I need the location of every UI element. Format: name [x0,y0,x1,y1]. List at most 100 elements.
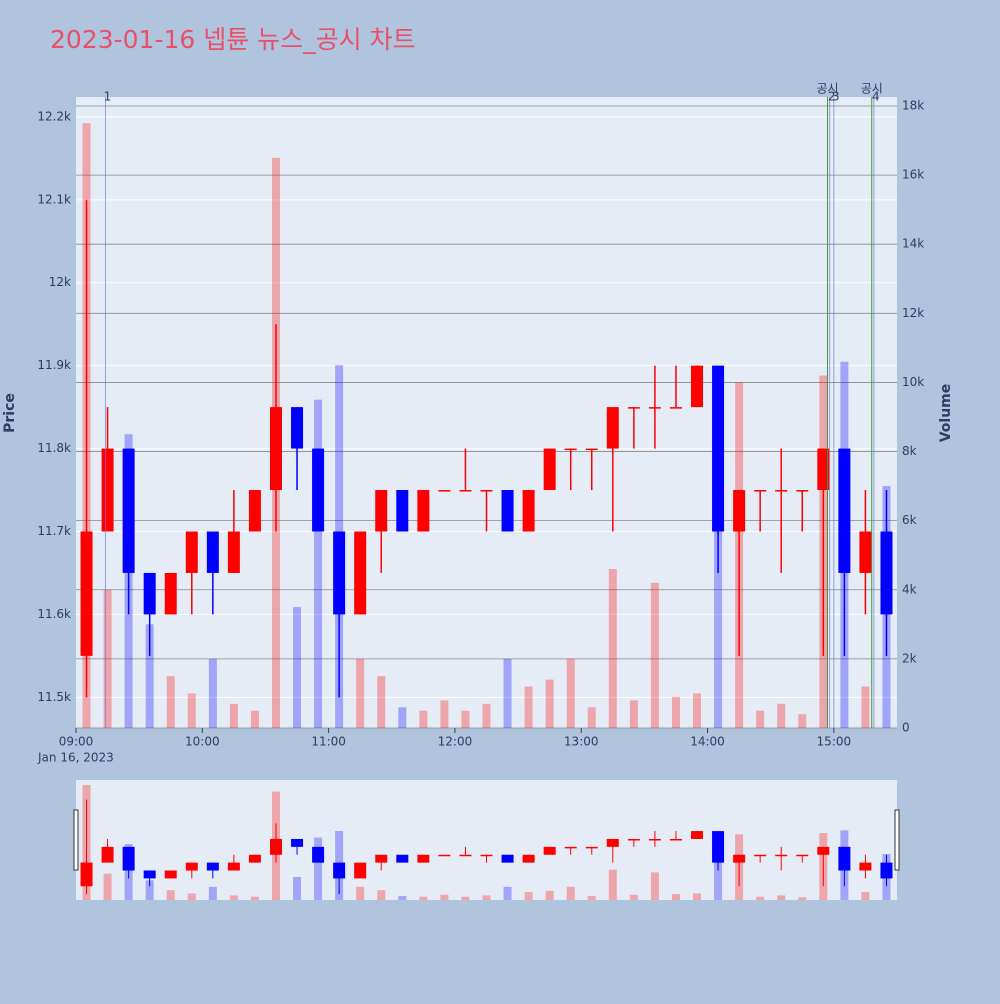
range-slider[interactable] [76,780,897,900]
candle-body [669,838,682,841]
volume-bar [293,607,302,728]
volume-bar [440,894,449,900]
candle-body [227,531,240,573]
x-tick-label: 13:00 [564,735,599,749]
x-tick-label: 09:00 [59,735,94,749]
candle-body [417,490,430,532]
candle-body [543,846,556,855]
candle-body [669,407,682,409]
candle-body [585,846,598,849]
volume-bar [145,624,154,728]
volume-bar [377,676,386,728]
volume-bar [798,897,807,900]
candle-body [817,448,830,491]
candle-body [859,862,872,871]
y-tick-label: 12.2k [37,109,71,123]
volume-bar [314,399,323,728]
candle-body [185,862,198,871]
y2-tick-label: 18k [902,98,924,112]
candle-body [375,854,388,863]
candle-body [101,448,114,532]
candle-body [480,854,493,857]
candle-body [438,490,451,492]
volume-bar [461,710,470,728]
y2-tick-label: 10k [902,375,924,389]
candle-body [143,572,156,615]
volume-bar [356,658,365,728]
volume-bar [166,676,175,728]
candle-body [627,838,640,841]
y2-axis-title: Volume [938,384,954,443]
volume-bar [145,880,154,900]
y2-tick-label: 2k [902,651,917,665]
candle-body [291,838,304,847]
candle-body [312,846,325,863]
disclosure-label: 공시 [816,82,838,96]
candle-body [206,531,219,573]
candle-body [480,490,493,492]
candle-body [796,490,809,492]
candle-body [459,490,472,492]
volume-bar [587,707,596,728]
volume-bar [524,892,533,900]
candle-body [438,854,451,857]
volume-bar [208,658,217,728]
candle-body [164,572,177,615]
y2-tick-label: 0 [902,721,910,735]
y-tick-label: 11.6k [37,607,71,621]
volume-bar [419,896,428,900]
news-label: 2 [828,90,836,104]
volume-bar [650,872,659,900]
candle-body [838,448,851,573]
volume-bar [419,710,428,728]
volume-bar [777,895,786,900]
y-axis-title: Price [2,393,18,433]
candle-body [269,838,282,855]
volume-bar [187,693,196,728]
candle-body [375,490,388,532]
y-tick-label: 11.9k [37,358,71,372]
volume-bar [293,876,302,900]
candle-body [248,490,261,532]
volume-bar [398,707,407,728]
volume-bar [650,582,659,728]
news-label: 1 [104,90,112,104]
candle-body [796,854,809,857]
candle-body [396,490,409,532]
slider-handle[interactable] [894,809,900,871]
candle-body [354,862,367,879]
x-tick-label: 11:00 [311,735,346,749]
candle-body [691,831,704,839]
volume-bar [671,894,680,900]
volume-bar [229,895,238,900]
slider-handle[interactable] [73,809,79,871]
y2-tick-label: 12k [902,306,924,320]
volume-bar [629,894,638,900]
candle-body [606,407,619,449]
y2-tick-label: 16k [902,168,924,182]
candle-body [122,846,135,871]
candle-body [775,854,788,857]
candle-body [817,846,830,855]
candle-body [648,407,661,409]
candle-body [80,862,93,887]
volume-bar [693,893,702,900]
volume-bar [250,896,259,900]
chart-title: 2023-01-16 넵튠 뉴스_공시 차트 [50,25,416,54]
volume-bar [208,886,217,900]
volume-bar [482,703,491,728]
candle-body [80,531,93,656]
volume-bar [482,895,491,900]
volume-bar [356,886,365,900]
candle-body [733,490,746,532]
volume-bar [103,589,112,728]
candle-body [585,448,598,451]
volume-bar [503,886,512,900]
volume-bar [166,890,175,900]
candle-body [543,448,556,491]
volume-bar [756,896,765,900]
volume-bar [566,886,575,900]
candle-body [733,854,746,863]
candle-body [859,531,872,573]
volume-bar [629,700,638,728]
